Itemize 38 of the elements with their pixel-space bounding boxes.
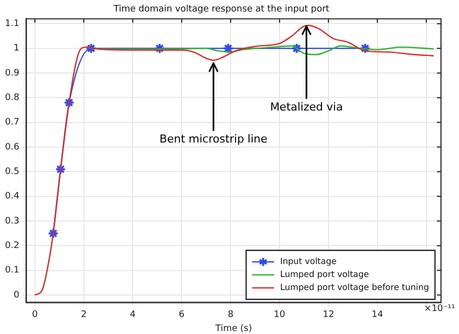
- x-tick-label: 12: [322, 310, 334, 320]
- point: [222, 42, 234, 54]
- y-tick-label: 1.1: [4, 19, 20, 30]
- legend-label: Lumped port voltage before tuning: [280, 283, 430, 294]
- point: [64, 97, 75, 108]
- x-tick-label: 8: [228, 310, 234, 320]
- x-tick-label: 6: [178, 310, 185, 320]
- legend-label: Lumped port voltage: [280, 270, 370, 280]
- legend-label: Input voltage: [280, 257, 337, 268]
- text: ×10⁻¹¹: [424, 304, 456, 314]
- point: [360, 42, 371, 54]
- y-tick-label: 1: [14, 44, 20, 54]
- line-series: [86, 45, 434, 56]
- annotation: Bent microstrip line: [160, 132, 268, 146]
- chart-title: Time domain voltage response at the input port: [112, 4, 330, 15]
- y-tick-label: 0.6: [4, 142, 20, 152]
- x-tick-label: 4: [130, 310, 136, 320]
- y-tick-label: 0.2: [4, 241, 20, 252]
- y-tick-label: 0.1: [4, 266, 20, 276]
- y-tick-label: 0.7: [4, 118, 20, 128]
- y-tick-label: 0.9: [4, 68, 20, 78]
- x-tick-label: 2: [80, 310, 87, 320]
- point: [154, 42, 166, 54]
- x-tick-label: 0: [32, 310, 38, 320]
- annotation: Metalized via: [270, 100, 343, 114]
- point: [55, 164, 66, 175]
- y-tick-label: 0: [14, 290, 20, 300]
- line-series: [34, 24, 434, 296]
- y-tick-label: 0.8: [4, 93, 20, 104]
- point: [48, 228, 59, 239]
- x-axis-title: Time (s): [214, 324, 252, 334]
- y-tick-label: 0.5: [4, 167, 20, 178]
- x-tick-label: 14: [372, 310, 384, 320]
- x-tick-label: 10: [274, 310, 286, 320]
- point: [291, 42, 302, 54]
- y-tick-label: 0.4: [4, 192, 20, 202]
- point: [86, 42, 97, 54]
- y-tick-label: 0.3: [4, 216, 20, 226]
